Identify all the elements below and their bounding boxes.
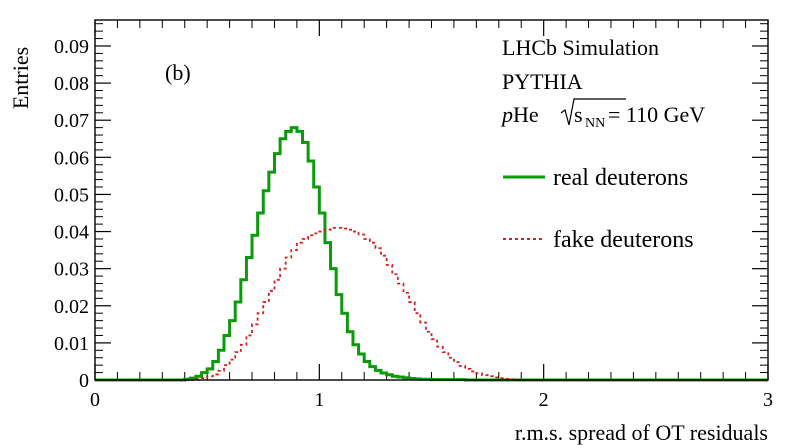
x-tick-label: 1 (314, 389, 324, 411)
y-tick-label: 0.05 (54, 184, 89, 206)
sqrt-label: s (574, 102, 583, 127)
axis-ticks (94, 20, 769, 381)
x-tick-label: 0 (90, 389, 100, 411)
y-tick-label: 0.04 (54, 222, 89, 244)
x-axis-label: r.m.s. spread of OT residuals (515, 420, 768, 445)
collision-text: pHe (500, 102, 539, 127)
x-tick-label: 3 (763, 389, 773, 411)
y-tick-label: 0.01 (54, 333, 89, 355)
experiment-label: LHCb Simulation (502, 35, 659, 60)
legend-label-fake: fake deuterons (553, 227, 694, 253)
legend: real deuterons fake deuterons (503, 165, 694, 253)
y-axis-label: Entries (8, 47, 33, 109)
y-tick-label: 0.06 (54, 147, 89, 169)
panel-label: (b) (165, 60, 191, 85)
energy-label: = 110 GeV (608, 102, 705, 127)
y-tick-label: 0.03 (54, 259, 89, 281)
y-tick-label: 0 (79, 370, 89, 392)
y-tick-label: 0.02 (54, 296, 89, 318)
y-tick-label: 0.07 (54, 110, 89, 132)
tick-labels: 0 0.01 0.02 0.03 0.04 0.05 0.06 0.07 0.08 0.09 0 1 2… (54, 36, 773, 411)
y-tick-label: 0.08 (54, 73, 89, 95)
legend-label-real: real deuterons (553, 165, 688, 191)
generator-label: PYTHIA (502, 69, 583, 94)
x-tick-label: 2 (539, 389, 549, 411)
y-tick-label: 0.09 (54, 36, 89, 58)
collision-prefix: p (500, 102, 513, 127)
plot-frame (94, 19, 769, 381)
collision-target: He (513, 102, 539, 127)
collision-label: pHe s NN = 110 GeV (500, 98, 705, 131)
sqrt-symbol (560, 98, 626, 126)
sqrt-subscript: NN (585, 116, 605, 131)
